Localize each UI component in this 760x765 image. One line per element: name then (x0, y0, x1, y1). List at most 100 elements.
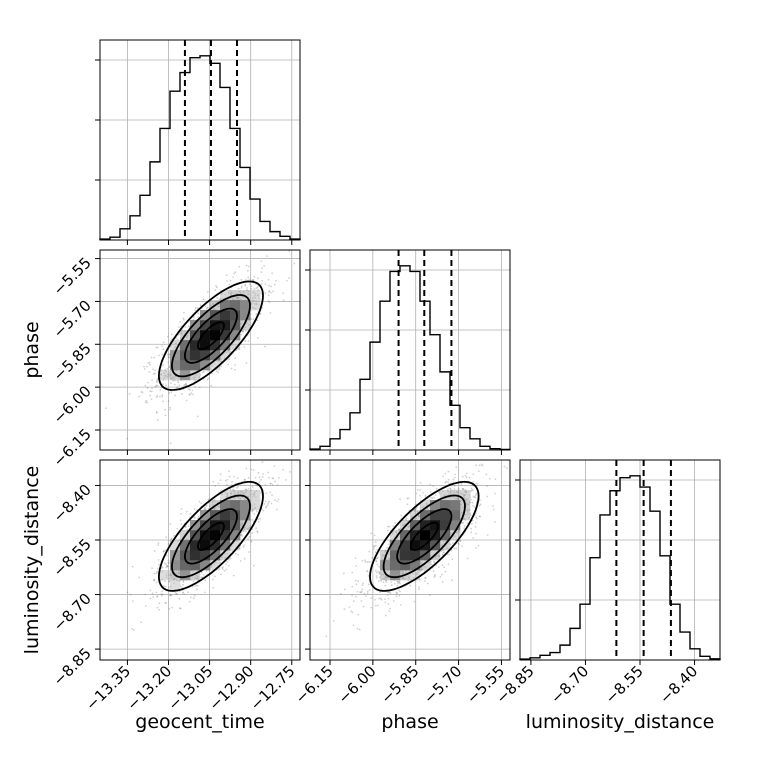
density-cell (240, 520, 251, 531)
density-cell (220, 330, 231, 341)
sample-point (205, 307, 208, 310)
sample-point (226, 478, 229, 481)
density-cell (250, 290, 261, 301)
sample-point (264, 484, 267, 487)
sample-point (178, 597, 181, 600)
contour-1-sigma (183, 307, 238, 364)
sample-point (398, 589, 400, 592)
sample-point (170, 333, 173, 336)
sample-point (478, 515, 481, 518)
sample-point (476, 484, 479, 487)
sample-point (150, 398, 153, 401)
sample-point (395, 591, 398, 594)
contour-1.5-sigma (382, 494, 466, 579)
density-cell (210, 550, 221, 561)
sample-point (151, 592, 154, 595)
sample-point (441, 564, 444, 566)
sample-point (251, 486, 254, 488)
sample-point (474, 496, 477, 499)
sample-point (354, 579, 357, 582)
sample-point (351, 585, 354, 588)
sample-point (244, 488, 247, 491)
sample-point (362, 605, 365, 608)
sample-point (164, 408, 166, 411)
sample-point (155, 346, 158, 349)
sample-point (237, 485, 240, 488)
sample-point (348, 606, 351, 608)
sample-point (430, 563, 433, 566)
sample-point (282, 299, 285, 302)
sample-point (223, 569, 226, 572)
density-cell (440, 500, 451, 511)
sample-point (359, 591, 362, 594)
density-cell (240, 310, 251, 321)
sample-point (406, 497, 409, 500)
sample-point (363, 592, 366, 595)
sample-point (155, 411, 158, 414)
density-cell (190, 320, 201, 331)
sample-point (444, 481, 447, 484)
sample-point (152, 596, 155, 598)
density-cell (190, 540, 201, 551)
sample-point (374, 570, 377, 572)
density-cell (170, 560, 181, 571)
panel-frame (99, 39, 301, 241)
sample-point (194, 306, 197, 309)
histogram-panel-luminosity_distance (515, 459, 721, 661)
sample-point (356, 627, 359, 630)
panel-frame (309, 249, 511, 451)
sample-point (165, 566, 168, 569)
sample-point (156, 595, 158, 598)
sample-point (451, 542, 454, 544)
sample-point (392, 600, 395, 602)
sample-point (468, 476, 471, 479)
sample-point (405, 517, 408, 520)
sample-point (219, 479, 222, 482)
sample-point (375, 575, 378, 577)
density-cell (420, 530, 431, 541)
sample-point (234, 357, 237, 360)
sample-point (392, 525, 395, 527)
sample-point (161, 395, 164, 398)
density-cell (200, 330, 211, 341)
sample-point (257, 518, 259, 521)
x-tick-label: −12.75 (247, 662, 299, 714)
sample-point (194, 309, 197, 312)
sample-point (445, 480, 448, 483)
sample-point (368, 550, 371, 553)
density-cell (210, 540, 221, 551)
sample-point (263, 503, 266, 505)
sample-point (478, 504, 481, 507)
sample-point (129, 593, 132, 596)
sample-point (244, 340, 247, 343)
sample-point (156, 571, 159, 573)
sample-point (167, 559, 170, 562)
sample-point (248, 265, 250, 268)
sample-point (200, 502, 203, 505)
sample-point (176, 386, 179, 388)
sample-point (264, 283, 267, 286)
sample-point (474, 521, 477, 524)
sample-point (269, 482, 272, 485)
sample-point (255, 287, 258, 290)
sample-point (463, 527, 465, 530)
sample-point (451, 579, 453, 582)
sample-point (273, 499, 276, 502)
sample-point (494, 521, 496, 523)
sample-point (232, 574, 235, 577)
density-cell (170, 580, 181, 591)
sample-point (247, 340, 250, 343)
sample-point (354, 557, 357, 559)
density-cell (240, 500, 251, 511)
sample-point (415, 492, 418, 495)
sample-point (188, 600, 191, 603)
sample-point (271, 494, 273, 496)
sample-point (228, 283, 231, 286)
sample-point (181, 591, 184, 594)
density-cell (400, 540, 411, 551)
sample-point (248, 283, 251, 286)
sample-point (215, 285, 217, 287)
sample-point (255, 313, 258, 316)
sample-point (384, 601, 387, 604)
sample-point (175, 387, 178, 389)
